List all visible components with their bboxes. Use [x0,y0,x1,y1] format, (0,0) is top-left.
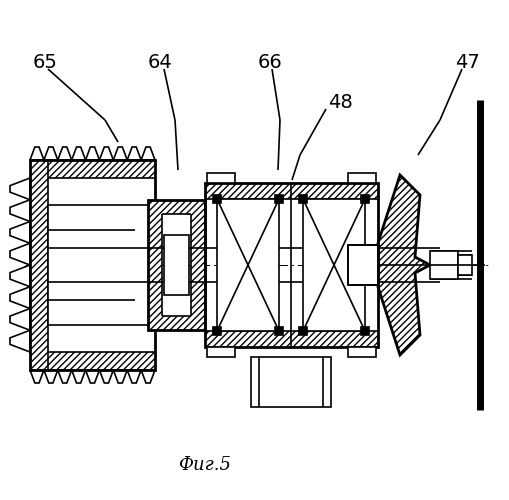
Bar [457,255,471,275]
Polygon shape [58,370,72,383]
Polygon shape [148,200,162,330]
Polygon shape [148,200,205,214]
Text: 48: 48 [327,93,352,112]
Bar [164,235,189,295]
Bar [347,173,375,183]
Polygon shape [148,316,205,330]
Polygon shape [30,370,44,383]
Bar [298,195,306,203]
Polygon shape [86,370,99,383]
Bar [347,347,375,357]
Polygon shape [10,244,30,265]
Polygon shape [99,147,113,160]
Bar [148,200,205,330]
Text: 65: 65 [33,53,58,72]
Polygon shape [127,147,141,160]
Polygon shape [113,147,127,160]
Polygon shape [205,183,377,199]
Polygon shape [113,370,127,383]
Bar [274,327,282,335]
Polygon shape [127,370,141,383]
Polygon shape [191,200,205,330]
Polygon shape [141,147,155,160]
Bar [250,357,330,407]
Polygon shape [99,370,113,383]
Text: 64: 64 [148,53,173,72]
Bar [213,195,220,203]
Bar [360,327,369,335]
Bar [347,245,377,285]
Polygon shape [10,178,30,200]
Polygon shape [30,160,48,370]
Polygon shape [377,175,429,355]
Polygon shape [72,147,86,160]
Polygon shape [10,200,30,222]
Bar [216,199,278,331]
Bar [48,205,155,325]
Polygon shape [44,370,58,383]
Polygon shape [58,147,72,160]
Polygon shape [10,286,30,308]
Bar [347,245,377,285]
Bar [207,347,235,357]
Polygon shape [86,147,99,160]
Polygon shape [30,147,44,160]
Bar [213,327,220,335]
Text: Фиг.5: Фиг.5 [178,456,231,474]
Bar [207,173,235,183]
Polygon shape [10,265,30,286]
Bar [302,199,364,331]
Bar [205,183,377,347]
Bar [298,327,306,335]
Bar [360,195,369,203]
Polygon shape [30,352,155,370]
Bar [429,251,457,279]
Polygon shape [72,370,86,383]
Polygon shape [10,308,30,330]
Bar [274,195,282,203]
Polygon shape [30,160,155,178]
Polygon shape [10,222,30,244]
Text: 47: 47 [454,53,479,72]
Polygon shape [44,147,58,160]
Polygon shape [205,331,377,347]
Polygon shape [10,330,30,352]
Polygon shape [141,370,155,383]
Bar [30,160,155,370]
Text: 66: 66 [258,53,282,72]
Polygon shape [347,245,377,285]
